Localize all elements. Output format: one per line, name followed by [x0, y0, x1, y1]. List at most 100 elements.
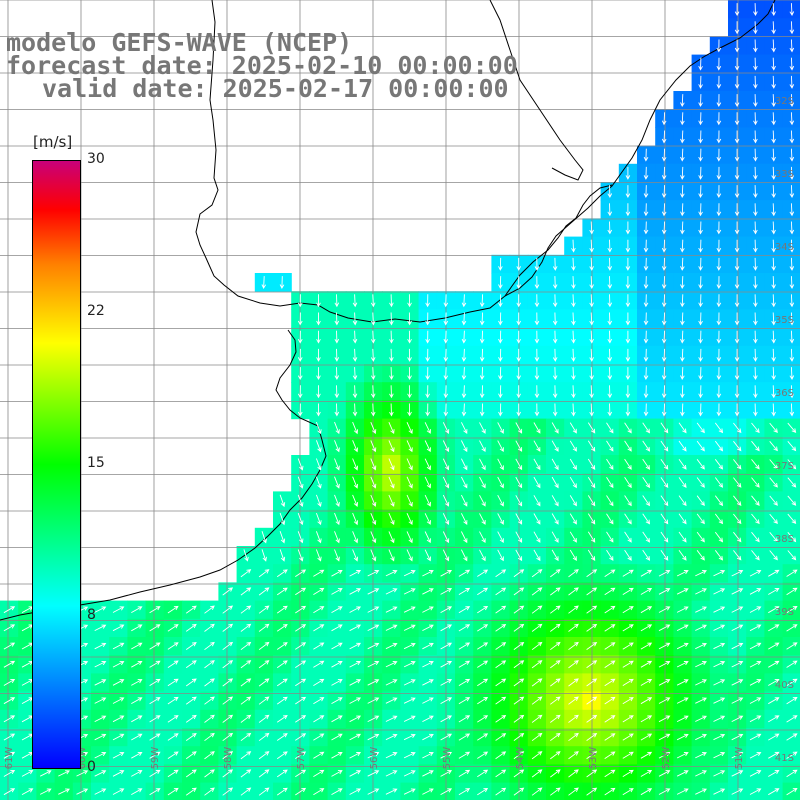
latitude-label: 38S [775, 534, 794, 545]
wind-arrow [680, 257, 685, 271]
wind-arrow [149, 697, 161, 705]
wind-arrow [461, 348, 467, 362]
wind-arrow [515, 513, 523, 525]
longitude-label: 54W [515, 747, 526, 770]
wind-arrow [568, 696, 579, 705]
wind-arrow [240, 696, 252, 705]
wind-arrow [696, 495, 705, 507]
wind-arrow [258, 569, 270, 578]
wind-arrow [695, 733, 707, 741]
wind-arrow [550, 732, 561, 742]
wind-arrow [3, 751, 16, 759]
wind-arrow [753, 166, 758, 180]
wind-arrow [749, 606, 762, 613]
wind-arrow [658, 660, 671, 668]
wind-arrow [568, 769, 579, 778]
wind-arrow [550, 696, 561, 705]
wind-arrow [515, 458, 523, 471]
wind-arrow [587, 440, 596, 452]
wind-arrow [513, 787, 525, 796]
wind-arrow [388, 458, 395, 471]
wind-arrow [276, 660, 288, 669]
wind-arrow [622, 569, 634, 577]
wind-arrow [313, 788, 325, 796]
wind-arrow [676, 788, 689, 795]
wind-arrow [185, 642, 197, 650]
wind-arrow [643, 367, 649, 381]
wind-arrow [622, 624, 634, 632]
wind-arrow [352, 458, 359, 471]
wind-arrow [258, 787, 270, 796]
wind-arrow [749, 624, 762, 632]
wind-arrow [297, 476, 304, 489]
wind-arrow [696, 459, 705, 470]
wind-arrow [661, 403, 667, 417]
wind-arrow [204, 641, 215, 651]
wind-arrow [586, 769, 598, 778]
wind-arrow [660, 440, 669, 452]
wind-arrow [367, 624, 380, 632]
wind-arrow [625, 185, 631, 199]
wind-arrow [94, 733, 107, 741]
wind-arrow [167, 733, 179, 741]
wind-arrow [258, 751, 270, 760]
wind-arrow [606, 477, 614, 489]
wind-arrow [443, 294, 449, 308]
wind-arrow [696, 440, 705, 452]
wind-arrow [716, 330, 722, 344]
wind-arrow [458, 624, 471, 632]
wind-arrow [789, 57, 795, 71]
wind-arrow [477, 587, 489, 596]
wind-arrow [406, 549, 413, 562]
wind-arrow [442, 549, 450, 562]
wind-arrow [643, 239, 649, 253]
wind-arrow [407, 294, 412, 308]
wind-arrow [297, 531, 304, 544]
wind-arrow [569, 531, 577, 543]
wind-arrow [331, 733, 343, 741]
wind-arrow [678, 495, 687, 507]
wind-arrow [389, 312, 394, 326]
wind-arrow [331, 788, 343, 795]
wind-arrow [479, 403, 485, 417]
wind-arrow [643, 203, 649, 217]
wind-arrow [642, 495, 651, 507]
wind-arrow [443, 403, 449, 417]
wind-arrow [388, 476, 395, 489]
wind-arrow [753, 21, 758, 35]
wind-arrow [442, 422, 450, 434]
wind-arrow [751, 440, 760, 452]
wind-arrow [424, 476, 431, 489]
wind-arrow [406, 458, 413, 471]
wind-arrow [680, 312, 685, 326]
wind-arrow [534, 257, 540, 271]
wind-arrow [479, 458, 486, 471]
wind-arrow [388, 513, 395, 526]
wind-arrow [222, 641, 234, 651]
wind-arrow [315, 421, 322, 435]
wind-arrow [204, 623, 215, 632]
wind-arrow [734, 203, 740, 217]
wind-arrow [676, 606, 689, 613]
wind-arrow [589, 367, 594, 381]
wind-arrow [370, 348, 376, 362]
wind-arrow [624, 513, 632, 525]
wind-arrow [789, 94, 795, 108]
wind-arrow [642, 458, 651, 470]
wind-arrow [550, 678, 561, 687]
wind-arrow [403, 642, 416, 650]
wind-arrow [625, 348, 631, 362]
wind-arrow [787, 477, 797, 488]
wind-arrow [768, 606, 780, 614]
wind-arrow [185, 787, 197, 796]
wind-arrow [424, 440, 431, 453]
wind-arrow [440, 751, 453, 759]
wind-arrow [276, 714, 288, 723]
wind-arrow [131, 788, 143, 795]
wind-arrow [661, 367, 667, 381]
wind-arrow [367, 588, 380, 595]
wind-arrow [786, 678, 798, 687]
wind-arrow [586, 605, 598, 614]
wind-arrow [771, 348, 776, 362]
